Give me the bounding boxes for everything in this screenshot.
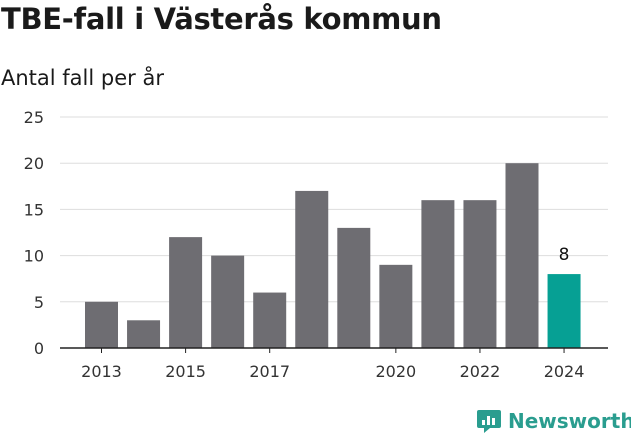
bar-2013 — [85, 301, 118, 348]
bar-2024 — [547, 274, 581, 348]
bar-2021 — [421, 200, 455, 348]
data-labels: 8 — [559, 245, 570, 265]
newsworthy-logo-icon — [477, 410, 501, 433]
y-tick-label: 20 — [24, 154, 44, 173]
y-tick-label: 5 — [34, 293, 44, 312]
x-tick-label: 2022 — [460, 362, 501, 381]
chart-title: TBE-fall i Västerås kommun — [1, 2, 442, 36]
bar-2017 — [253, 292, 287, 348]
bar-2023 — [505, 163, 539, 348]
x-axis: 2013 2015 2017 2020 2022 2024 — [60, 347, 608, 381]
x-tick-label: 2020 — [375, 362, 416, 381]
y-tick-label: 25 — [24, 108, 44, 127]
y-tick-label: 10 — [24, 247, 44, 266]
bar-2022 — [463, 200, 497, 348]
bar-2014 — [127, 320, 161, 348]
data-label: 8 — [559, 245, 570, 265]
y-tick-label: 15 — [24, 200, 44, 219]
x-tick-label: 2015 — [165, 362, 206, 381]
brand-logo[interactable]: Newsworthy — [476, 408, 631, 434]
x-tick-label: 2024 — [544, 362, 585, 381]
bars — [85, 163, 581, 348]
chart-subtitle: Antal fall per år — [1, 66, 164, 90]
x-tick-label: 2017 — [249, 362, 290, 381]
bar-2019 — [337, 227, 371, 348]
y-axis-ticks: 0 5 10 15 20 25 — [24, 108, 44, 358]
bar-2018 — [295, 190, 329, 348]
bar-2020 — [379, 264, 413, 348]
bar-2016 — [211, 255, 245, 348]
bar-2015 — [169, 237, 203, 348]
brand-name: Newsworthy — [508, 409, 631, 433]
x-tick-label: 2013 — [81, 362, 122, 381]
y-tick-label: 0 — [34, 339, 44, 358]
